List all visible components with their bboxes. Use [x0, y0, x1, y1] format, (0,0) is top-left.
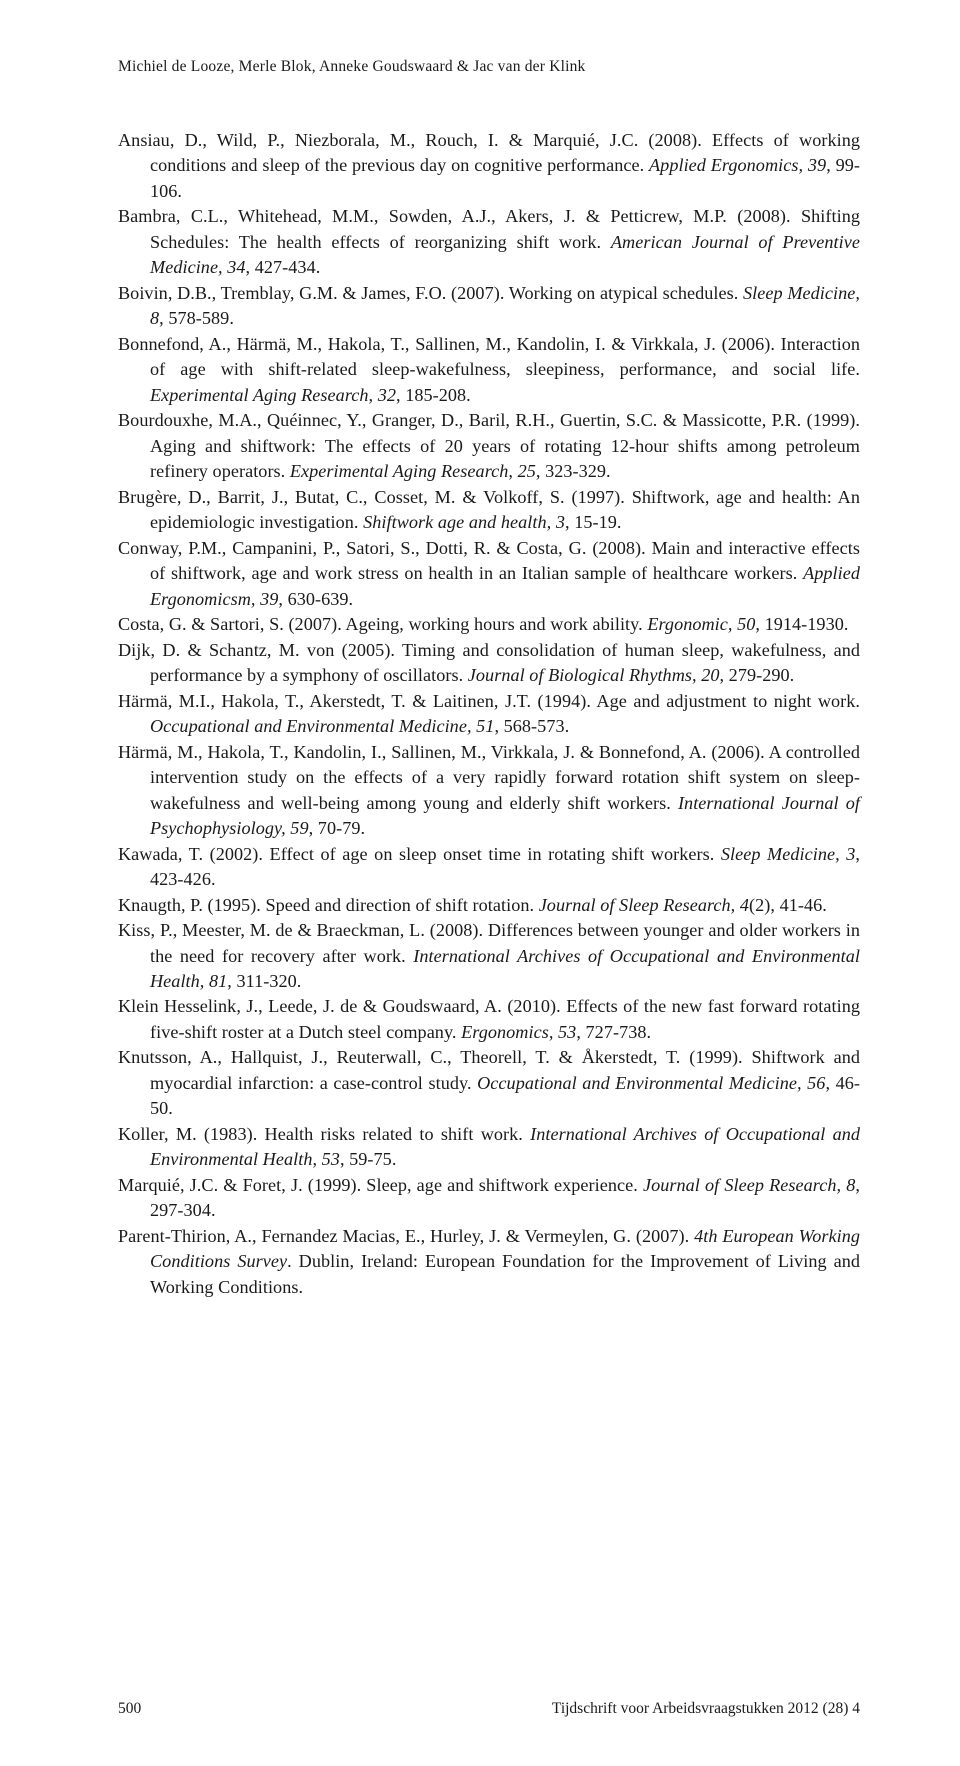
reference-entry: Boivin, D.B., Tremblay, G.M. & James, F.…: [118, 281, 860, 332]
reference-entry: Kawada, T. (2002). Effect of age on slee…: [118, 842, 860, 893]
reference-entry: Parent-Thirion, A., Fernandez Macias, E.…: [118, 1224, 860, 1300]
reference-entry: Bambra, C.L., Whitehead, M.M., Sowden, A…: [118, 204, 860, 280]
reference-entry: Dijk, D. & Schantz, M. von (2005). Timin…: [118, 638, 860, 689]
reference-entry: Bonnefond, A., Härmä, M., Hakola, T., Sa…: [118, 332, 860, 408]
reference-entry: Costa, G. & Sartori, S. (2007). Ageing, …: [118, 612, 860, 637]
reference-entry: Koller, M. (1983). Health risks related …: [118, 1122, 860, 1173]
reference-entry: Brugère, D., Barrit, J., Butat, C., Coss…: [118, 485, 860, 536]
reference-entry: Bourdouxhe, M.A., Quéinnec, Y., Granger,…: [118, 408, 860, 484]
reference-entry: Ansiau, D., Wild, P., Niezborala, M., Ro…: [118, 128, 860, 204]
reference-entry: Kiss, P., Meester, M. de & Braeckman, L.…: [118, 918, 860, 994]
running-head: Michiel de Looze, Merle Blok, Anneke Gou…: [118, 58, 860, 76]
page-footer: 500 Tijdschrift voor Arbeidsvraagstukken…: [118, 1700, 860, 1718]
reference-entry: Marquié, J.C. & Foret, J. (1999). Sleep,…: [118, 1173, 860, 1224]
reference-entry: Klein Hesselink, J., Leede, J. de & Goud…: [118, 994, 860, 1045]
reference-entry: Knaugth, P. (1995). Speed and direction …: [118, 893, 860, 918]
reference-entry: Knutsson, A., Hallquist, J., Reuterwall,…: [118, 1045, 860, 1121]
page-number: 500: [118, 1700, 141, 1718]
page-container: Michiel de Looze, Merle Blok, Anneke Gou…: [0, 0, 960, 1766]
references-block: Ansiau, D., Wild, P., Niezborala, M., Ro…: [118, 128, 860, 1300]
journal-footer: Tijdschrift voor Arbeidsvraagstukken 201…: [552, 1700, 860, 1718]
reference-entry: Conway, P.M., Campanini, P., Satori, S.,…: [118, 536, 860, 612]
reference-entry: Härmä, M., Hakola, T., Kandolin, I., Sal…: [118, 740, 860, 842]
reference-entry: Härmä, M.I., Hakola, T., Akerstedt, T. &…: [118, 689, 860, 740]
